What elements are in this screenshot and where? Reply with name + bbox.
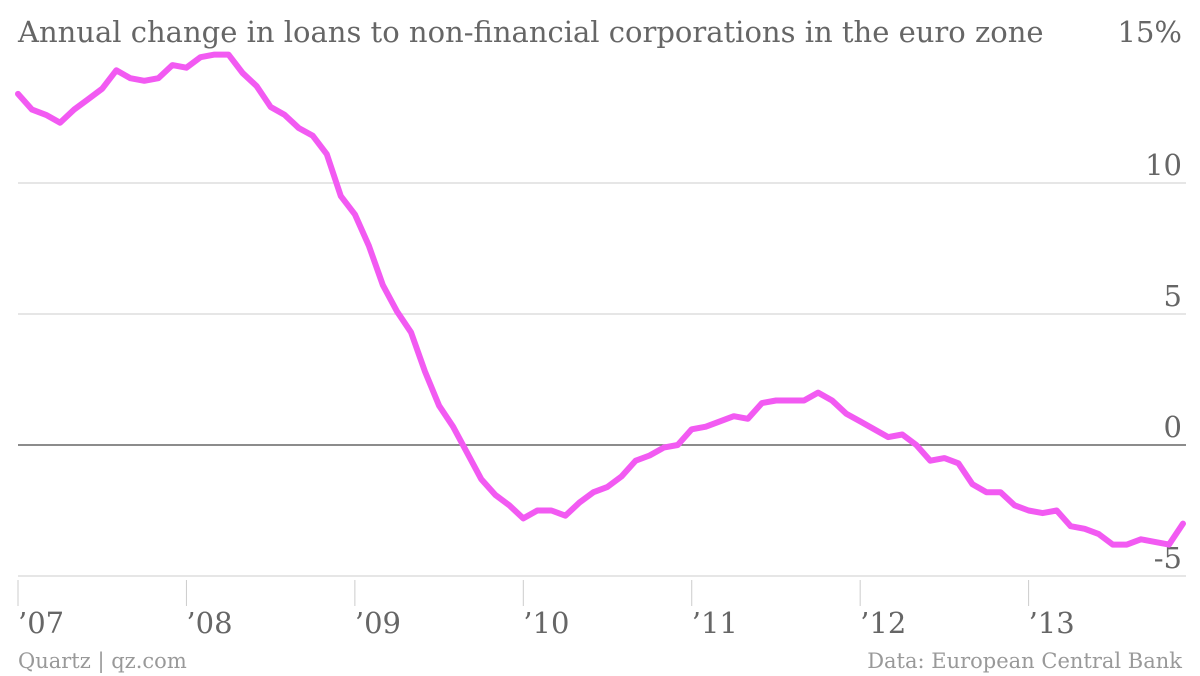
credit-text: Quartz | qz.com <box>18 649 187 674</box>
series-layer <box>15 51 1186 548</box>
x-tick-label: ’10 <box>523 606 569 640</box>
y-tick-label: 0 <box>1164 410 1182 444</box>
source-text: Data: European Central Bank <box>867 649 1182 673</box>
x-tick-label: ’13 <box>1029 606 1075 640</box>
chart-title: Annual change in loans to non-financial … <box>17 15 1044 49</box>
y-tick-label: 10 <box>1145 148 1182 182</box>
y-tick-label: 5 <box>1164 279 1182 313</box>
grid <box>18 182 1186 577</box>
x-tick-label: ’09 <box>355 606 401 640</box>
x-tick-label: ’07 <box>18 606 64 640</box>
x-tick-label: ’08 <box>186 606 232 640</box>
series-line <box>15 51 1186 548</box>
x-tick-label: ’12 <box>860 606 906 640</box>
x-axis-ticks: ’07 ’08 ’09 ’10 ’11 ’12 ’13 <box>17 580 1075 640</box>
x-tick-label: ’11 <box>692 606 738 640</box>
y-tick-label: 15% <box>1118 15 1182 49</box>
